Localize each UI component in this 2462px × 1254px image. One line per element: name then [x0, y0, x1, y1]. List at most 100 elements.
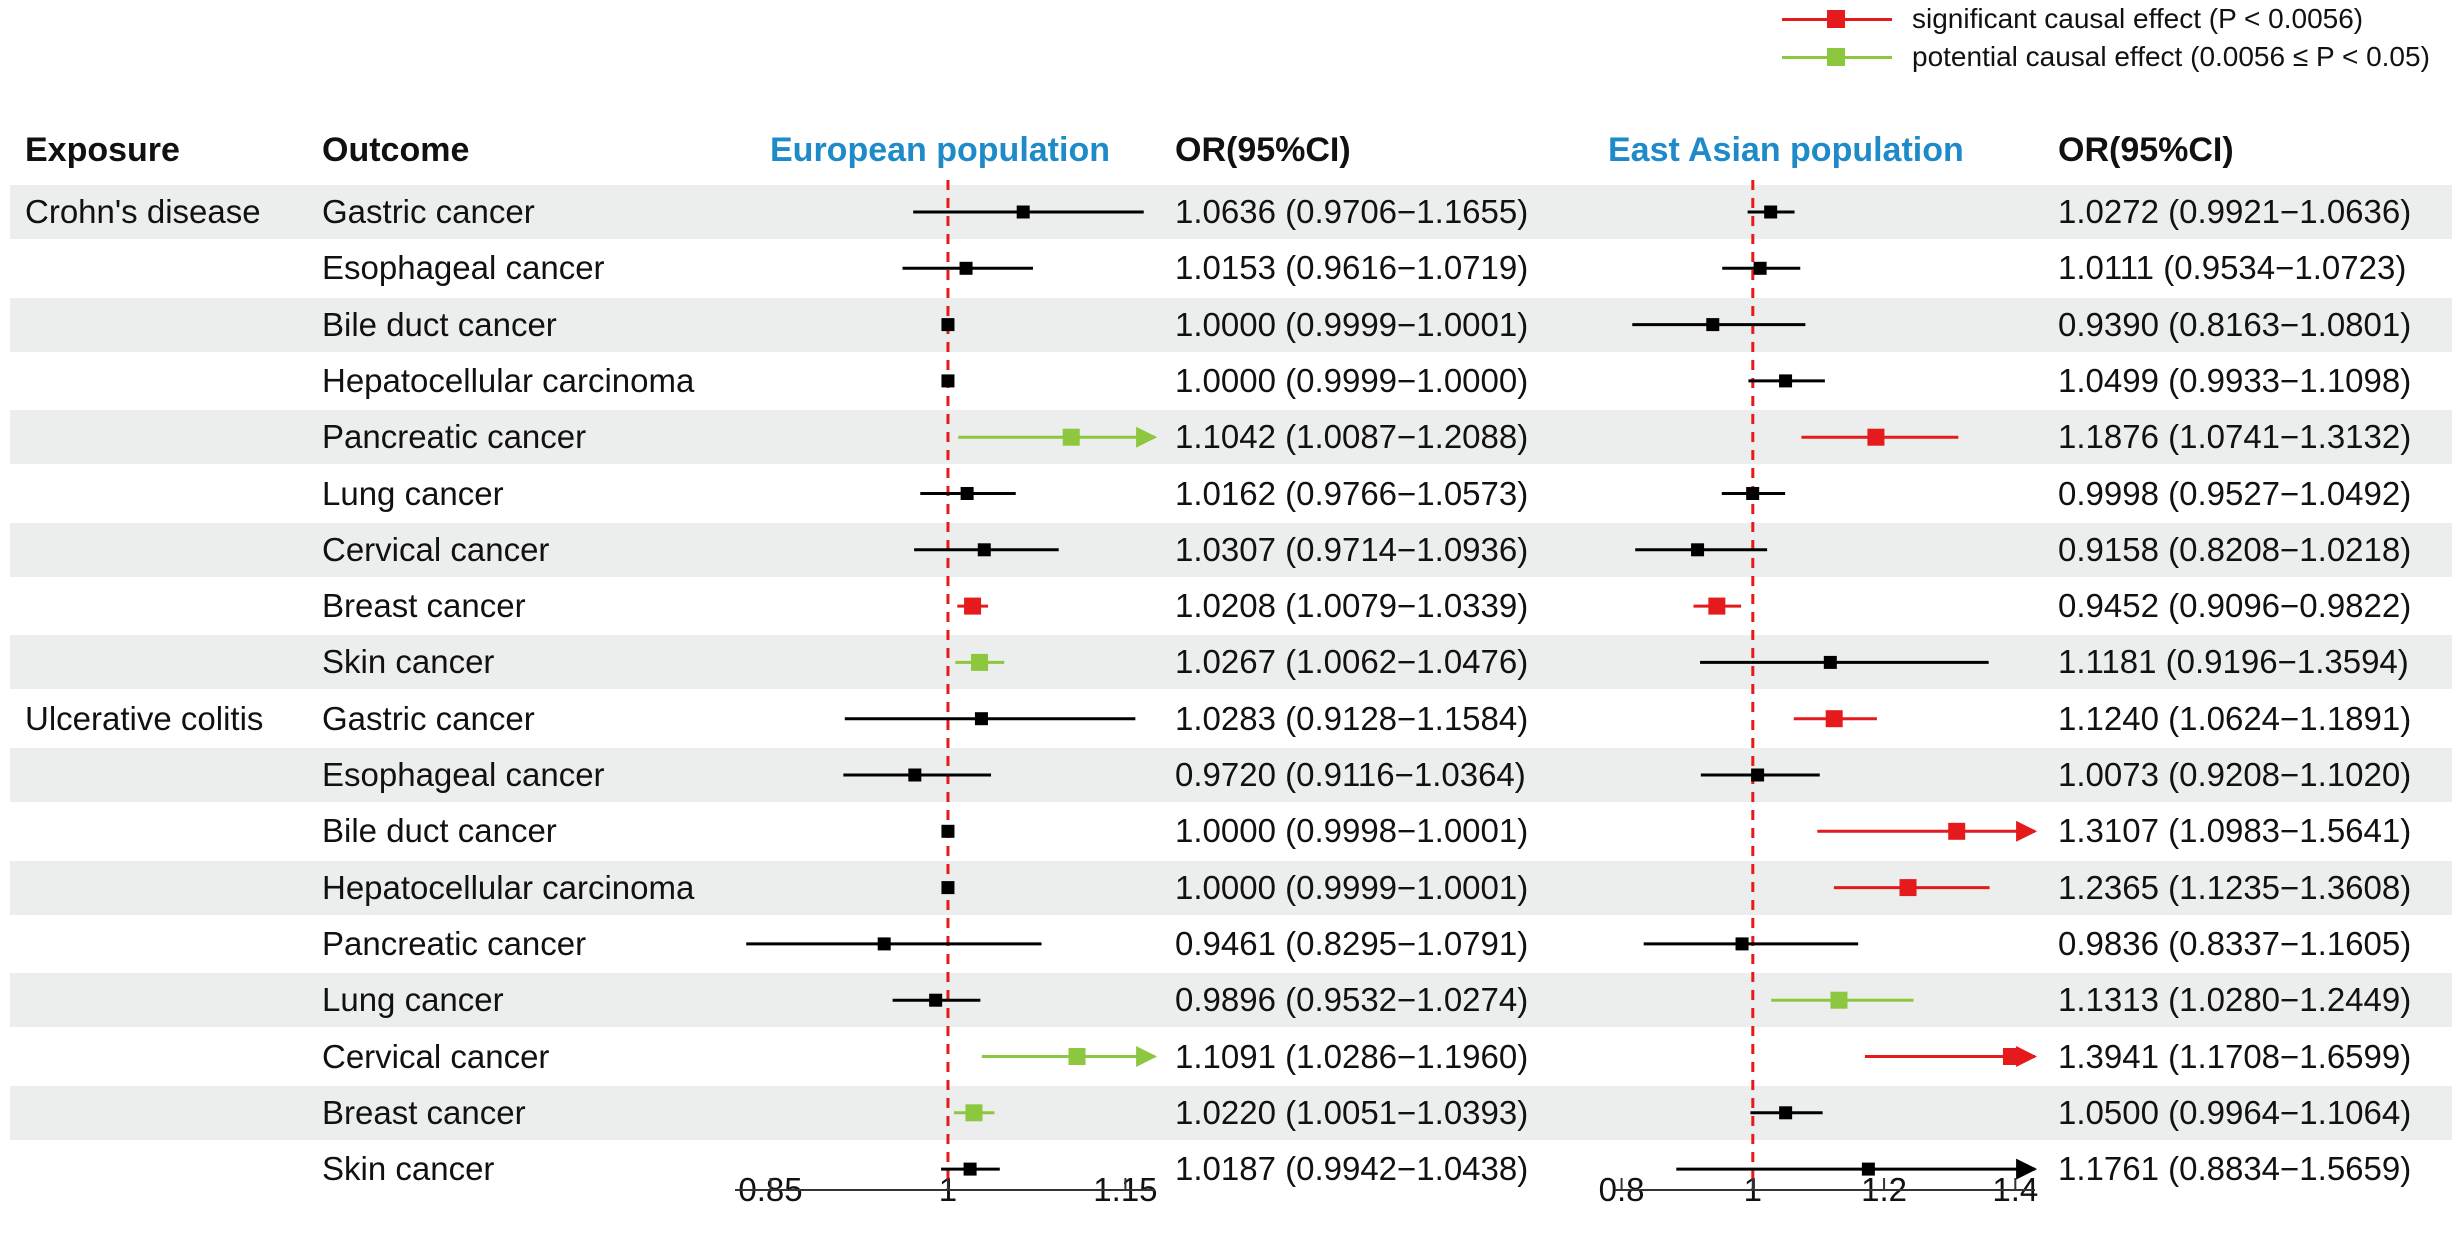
outcome-label: Skin cancer — [322, 643, 495, 681]
eu-point — [1062, 428, 1080, 446]
eu-point — [941, 318, 955, 332]
row-stripe — [10, 748, 2452, 802]
ea-point — [1746, 487, 1760, 500]
eu-or-value: 1.0208 (1.0079−1.0339) — [1175, 587, 1529, 625]
row-stripe — [10, 635, 2452, 690]
ea-or-value: 1.3941 (1.1708−1.6599) — [2058, 1037, 2412, 1075]
ea-point — [1861, 1162, 1875, 1176]
eu-or-value: 1.0220 (1.0051−1.0393) — [1175, 1093, 1529, 1131]
row-stripe — [10, 973, 2452, 1028]
eu-or-value: 0.9461 (0.8295−1.0791) — [1175, 924, 1529, 962]
ea-point — [1735, 937, 1749, 951]
eu-or-value: 0.9896 (0.9532−1.0274) — [1175, 981, 1529, 1019]
eu-or-value: 1.1042 (1.0087−1.2088) — [1175, 418, 1529, 456]
row-stripe — [10, 1085, 2452, 1140]
outcome-label: Hepatocellular carcinoma — [322, 868, 695, 906]
eu-point — [971, 653, 989, 671]
ea-or-value: 1.1876 (1.0741−1.3132) — [2058, 418, 2412, 456]
ea-or-value: 1.1240 (1.0624−1.1891) — [2058, 699, 2412, 737]
ea-point — [1779, 1106, 1793, 1120]
eu-point — [908, 768, 922, 782]
ea-or-value: 1.0073 (0.9208−1.1020) — [2058, 756, 2412, 793]
eu-point — [977, 543, 991, 557]
outcome-label: Gastric cancer — [322, 699, 535, 737]
header-european-population: European population — [770, 131, 1110, 169]
eu-or-value: 1.0000 (0.9999−1.0000) — [1175, 361, 1529, 399]
ea-or-value: 1.0499 (0.9933−1.1098) — [2058, 361, 2412, 399]
outcome-label: Cervical cancer — [322, 530, 550, 568]
outcome-label: Cervical cancer — [322, 1037, 550, 1075]
header-east-asian-population: East Asian population — [1608, 131, 1964, 169]
eu-point — [941, 824, 955, 838]
outcome-label: Bile duct cancer — [322, 812, 557, 850]
eu-point — [877, 937, 891, 951]
eu-or-value: 1.0636 (0.9706−1.1655) — [1175, 193, 1529, 230]
eu-point — [929, 993, 943, 1007]
ea-point — [1779, 374, 1793, 388]
ea-point — [1753, 261, 1767, 275]
ea-or-value: 1.1181 (0.9196−1.3594) — [2058, 643, 2409, 681]
ea-point — [1825, 710, 1843, 728]
ea-point — [1948, 822, 1966, 840]
outcome-label: Gastric cancer — [322, 193, 535, 230]
ea-or-value: 1.0500 (0.9964−1.1064) — [2058, 1093, 2412, 1131]
ea-point — [1691, 543, 1705, 557]
eu-or-value: 0.9720 (0.9116−1.0364) — [1175, 756, 1526, 793]
header-exposure: Exposure — [25, 131, 180, 169]
outcome-label: Breast cancer — [322, 1093, 526, 1131]
ea-point — [1830, 991, 1848, 1009]
outcome-label: Breast cancer — [322, 587, 526, 625]
eu-or-value: 1.1091 (1.0286−1.1960) — [1175, 1037, 1529, 1075]
outcome-label: Pancreatic cancer — [322, 924, 587, 962]
row-stripe — [10, 297, 2452, 352]
ea-or-value: 0.9836 (0.8337−1.1605) — [2058, 924, 2412, 962]
exposure-label: Crohn's disease — [25, 193, 261, 230]
header-ea-or: OR(95%CI) — [2058, 131, 2234, 169]
ea-point — [1708, 597, 1726, 615]
ea-or-value: 1.3107 (1.0983−1.5641) — [2058, 812, 2412, 850]
eu-or-value: 1.0267 (1.0062−1.0476) — [1175, 643, 1529, 681]
ea-or-value: 0.9390 (0.8163−1.0801) — [2058, 305, 2412, 343]
eu-or-value: 1.0000 (0.9999−1.0001) — [1175, 868, 1529, 906]
eu-or-value: 1.0283 (0.9128−1.1584) — [1175, 699, 1529, 737]
eu-or-value: 1.0307 (0.9714−1.0936) — [1175, 530, 1529, 568]
outcome-label: Lung cancer — [322, 981, 504, 1019]
outcome-label: Pancreatic cancer — [322, 418, 587, 456]
outcome-label: Lung cancer — [322, 474, 504, 512]
row-stripe — [10, 185, 2452, 239]
ea-point — [1706, 318, 1720, 332]
eu-or-value: 1.0000 (0.9999−1.0001) — [1175, 305, 1529, 343]
ea-or-value: 0.9158 (0.8208−1.0218) — [2058, 530, 2412, 568]
eu-point — [941, 374, 955, 388]
eu-point — [974, 712, 988, 726]
ea-point — [1867, 428, 1885, 446]
eu-point — [960, 487, 974, 500]
legend-marker-potential — [1827, 48, 1845, 66]
row-stripe — [10, 522, 2452, 577]
eu-or-value: 1.0187 (0.9942−1.0438) — [1175, 1150, 1529, 1188]
eu-point — [964, 597, 982, 615]
ea-or-value: 1.1313 (1.0280−1.2449) — [2058, 981, 2412, 1019]
eu-point — [963, 1162, 977, 1176]
outcome-label: Esophageal cancer — [322, 756, 605, 793]
legend-label-potential: potential causal effect (0.0056 ≤ P < 0.… — [1912, 41, 2430, 72]
legend-entry-significant: significant causal effect (P < 0.0056) — [1782, 2, 2442, 38]
exposure-label: Ulcerative colitis — [25, 699, 264, 737]
ea-or-value: 0.9452 (0.9096−0.9822) — [2058, 587, 2412, 625]
ea-point — [1899, 879, 1917, 897]
ea-point — [1751, 768, 1765, 782]
ea-or-value: 1.0111 (0.9534−1.0723) — [2058, 249, 2407, 287]
outcome-label: Skin cancer — [322, 1150, 495, 1188]
eu-point — [1068, 1048, 1086, 1065]
row-stripe — [10, 860, 2452, 915]
eu-or-value: 1.0000 (0.9998−1.0001) — [1175, 812, 1529, 850]
ea-point — [2002, 1048, 2020, 1065]
ea-or-value: 1.0272 (0.9921−1.0636) — [2058, 193, 2412, 230]
outcome-label: Hepatocellular carcinoma — [322, 361, 695, 399]
eu-point — [1016, 205, 1030, 219]
ea-or-value: 1.2365 (1.1235−1.3608) — [2058, 868, 2412, 906]
eu-point — [941, 881, 955, 895]
legend-label-significant: significant causal effect (P < 0.0056) — [1912, 3, 2364, 34]
row-stripe — [10, 410, 2452, 465]
